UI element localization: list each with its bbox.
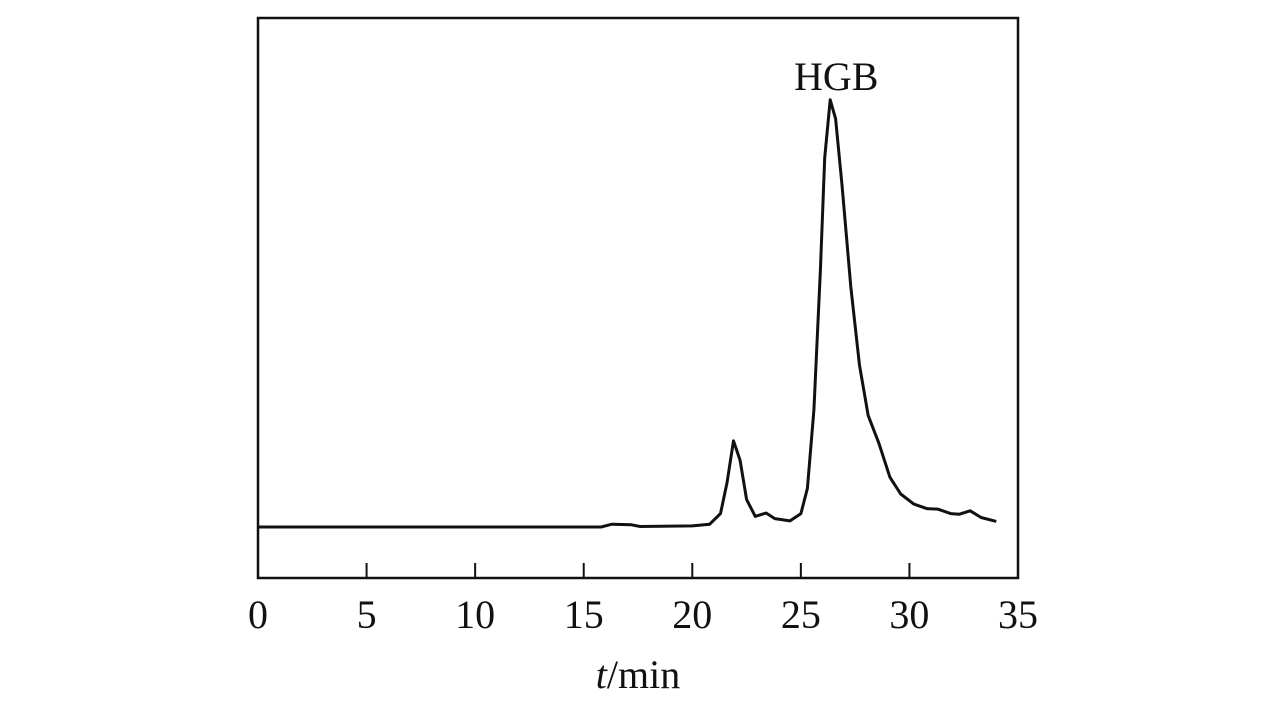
x-tick-label: 35 bbox=[998, 592, 1038, 637]
chromatogram-line bbox=[258, 98, 997, 529]
x-tick-label: 20 bbox=[672, 592, 712, 637]
plot-frame bbox=[256, 16, 1020, 580]
peak-annotation: HGB bbox=[794, 54, 878, 99]
x-tick-label: 25 bbox=[781, 592, 821, 637]
x-tick-label: 15 bbox=[564, 592, 604, 637]
x-tick-label: 0 bbox=[248, 592, 268, 637]
x-axis-label: t/min bbox=[596, 652, 680, 697]
x-tick-label: 10 bbox=[455, 592, 495, 637]
x-tick-label: 30 bbox=[889, 592, 929, 637]
x-tick-label: 5 bbox=[357, 592, 377, 637]
